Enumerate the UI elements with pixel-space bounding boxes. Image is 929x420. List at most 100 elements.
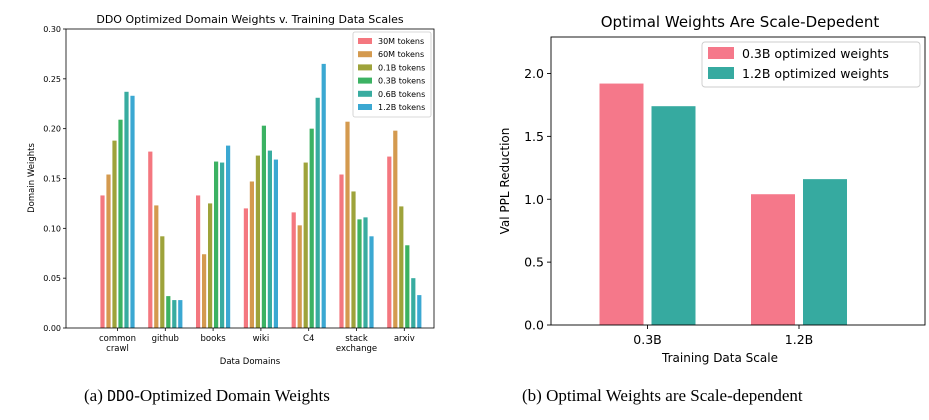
chart-b-y-tick-label: 1.0 <box>524 192 544 207</box>
chart-a-x-label: Data Domains <box>220 357 281 367</box>
chart-a-y-tick-label: 0.20 <box>43 125 61 134</box>
chart-a-bar <box>369 236 374 328</box>
chart-a-bar <box>130 95 135 328</box>
chart-a-bar <box>309 128 314 328</box>
chart-a-bar <box>124 91 129 328</box>
chart-a-bar <box>249 181 254 328</box>
chart-a-bar <box>291 212 296 328</box>
chart-a-bar <box>303 162 308 328</box>
chart-a-title: DDO Optimized Domain Weights v. Training… <box>96 13 404 26</box>
chart-a-bar <box>387 156 392 328</box>
chart-a-bar <box>214 161 219 328</box>
chart-a-legend-swatch <box>358 77 372 84</box>
chart-a-bar <box>411 278 416 328</box>
chart-a-plot-frame <box>65 28 435 329</box>
chart-a-bar <box>178 300 183 328</box>
chart-a-bar <box>417 295 422 328</box>
chart-b-x-label: Training Data Scale <box>661 351 778 365</box>
chart-b-plot-frame <box>550 36 926 326</box>
chart-a-bar <box>345 121 350 328</box>
chart-a-x-tick-label: C4 <box>303 334 314 344</box>
chart-a-bars <box>100 63 422 329</box>
chart-a-y-tick-label: 0.05 <box>43 274 61 283</box>
chart-a-y-tick-label: 0.15 <box>43 175 61 184</box>
chart-a-bar <box>243 208 248 328</box>
chart-b-title: Optimal Weights Are Scale-Depedent <box>601 13 880 31</box>
chart-a-legend-swatch <box>358 38 372 44</box>
chart-b-ppl-reduction: Optimal Weights Are Scale-Depedent 0.00.… <box>498 13 926 365</box>
chart-a-bar <box>100 195 105 328</box>
chart-a-legend-box <box>352 31 432 118</box>
caption-b: (b) Optimal Weights are Scale-dependent <box>522 386 803 405</box>
chart-a-bar <box>261 125 266 328</box>
chart-a-y-tick-label: 0.10 <box>43 224 61 233</box>
chart-a-bar <box>357 219 362 328</box>
chart-b-legend: 0.3B optimized weights 1.2B optimized wei… <box>701 41 921 88</box>
chart-a-y-tick-label: 0.00 <box>43 324 61 333</box>
chart-a-bar <box>267 150 272 328</box>
chart-b-x-tick-label: 0.3B <box>633 332 661 347</box>
chart-a-bar <box>339 174 344 328</box>
chart-a-bar <box>399 206 404 328</box>
chart-a-bar <box>405 245 410 328</box>
chart-a-x-tick-label: crawl <box>106 344 129 354</box>
chart-a-legend-label: 0.3B tokens <box>378 77 425 86</box>
chart-a-x-tick-label: stack <box>345 334 368 344</box>
chart-b-y-tick-label: 0.0 <box>524 318 544 333</box>
chart-b-bar <box>651 106 696 325</box>
chart-a-bar <box>351 191 356 328</box>
chart-a-bar <box>363 217 368 328</box>
chart-a-bar <box>226 145 231 328</box>
chart-a-legend-swatch <box>358 104 372 110</box>
caption-a-method: DDO <box>107 387 135 405</box>
chart-b-y-tick-label: 1.5 <box>524 129 544 144</box>
chart-a-legend-swatch <box>358 51 372 58</box>
chart-b-x-tick-label: 1.2B <box>785 332 813 347</box>
chart-a-y-tick-label: 0.30 <box>43 25 61 34</box>
chart-a-bar <box>393 130 398 328</box>
caption-a-rest: -Optimized Domain Weights <box>134 386 330 405</box>
chart-a-bar <box>154 205 159 328</box>
chart-a-bar <box>172 300 177 328</box>
chart-a-bar <box>112 140 117 328</box>
chart-b-y-ticks: 0.0 0.5 1.0 1.5 2.0 <box>524 66 551 333</box>
caption-a-prefix: (a) <box>84 386 108 405</box>
chart-b-bar <box>751 194 795 325</box>
chart-a-bar <box>297 225 302 328</box>
chart-a-bar <box>148 151 153 328</box>
chart-a-y-tick-label: 0.25 <box>43 75 61 84</box>
chart-a-bar <box>196 195 201 328</box>
chart-a-legend: 30M tokens 60M tokens 0.1B tokens 0.3B toke… <box>352 31 432 118</box>
chart-a-legend-swatch <box>358 64 372 71</box>
chart-b-y-tick-label: 2.0 <box>524 66 544 81</box>
chart-a-bar <box>118 119 123 329</box>
caption-a: (a) DDO-Optimized Domain Weights <box>84 386 330 406</box>
chart-a-bar <box>255 155 260 328</box>
chart-a-bar <box>160 236 165 328</box>
chart-b-legend-swatch <box>708 47 734 59</box>
chart-a-x-tick-label: common <box>99 334 136 344</box>
chart-b-legend-box <box>701 41 921 88</box>
chart-a-x-tick-label: exchange <box>336 344 377 354</box>
chart-b-x-ticks: 0.3B 1.2B <box>633 325 813 347</box>
chart-b-legend-label: 0.3B optimized weights <box>742 46 889 61</box>
chart-a-y-label: Domain Weights <box>27 143 37 213</box>
chart-a-bar <box>321 63 326 329</box>
chart-a-legend-swatch <box>358 90 372 97</box>
chart-a-y-ticks: 0.00 0.05 0.10 0.15 0.20 0.25 0.30 <box>43 25 66 333</box>
figure: DDO Optimized Domain Weights v. Training… <box>27 13 926 367</box>
chart-a-x-tick-label: github <box>152 334 179 344</box>
chart-b-legend-label: 1.2B optimized weights <box>742 66 889 81</box>
chart-b-y-tick-label: 0.5 <box>524 255 544 270</box>
chart-a-x-tick-label: arxiv <box>394 334 415 344</box>
chart-b-legend-swatch <box>708 67 734 79</box>
chart-a-bar <box>208 203 213 328</box>
chart-a-bar <box>202 254 207 328</box>
chart-a-legend-label: 1.2B tokens <box>378 103 425 112</box>
chart-a-x-tick-label: wiki <box>253 334 270 344</box>
chart-a-bar <box>220 162 225 328</box>
chart-a-bar <box>106 174 111 328</box>
chart-b-bar <box>599 83 644 325</box>
chart-a-bar <box>273 159 278 328</box>
